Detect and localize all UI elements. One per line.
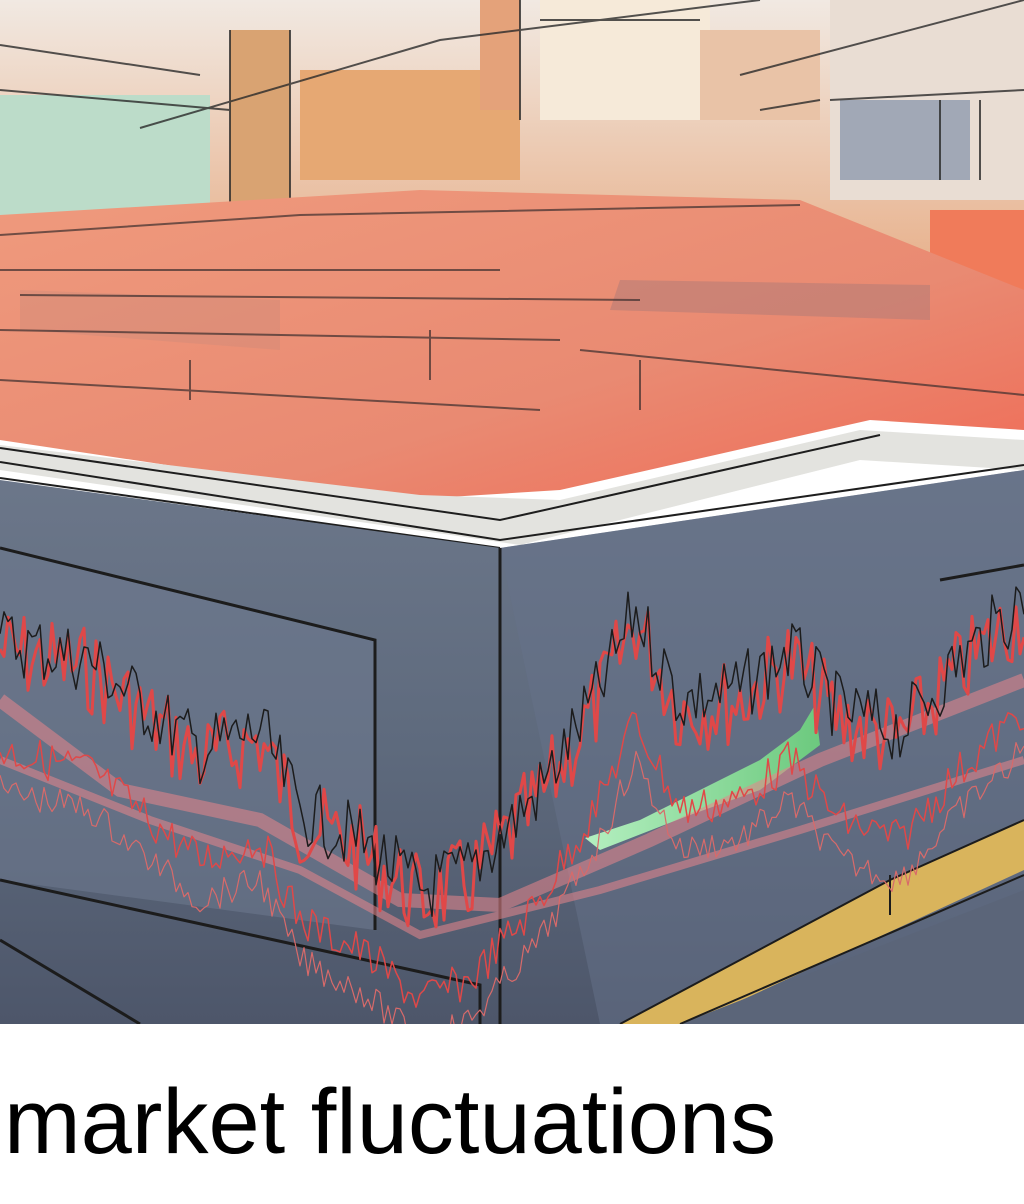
market-illustration — [0, 0, 1024, 1024]
price-line-main — [0, 605, 1024, 929]
trading-floor — [0, 190, 1024, 500]
price-chart-lines — [0, 586, 1024, 1024]
price-line-shadow — [0, 586, 1024, 917]
price-line-tertiary — [0, 742, 1024, 1024]
gold-ledge — [619, 819, 1024, 1024]
price-line-secondary — [0, 711, 1024, 1008]
background-cityscape — [0, 0, 1024, 310]
caption-text: market fluctuations — [4, 1071, 777, 1173]
floor-edge — [0, 430, 1024, 549]
